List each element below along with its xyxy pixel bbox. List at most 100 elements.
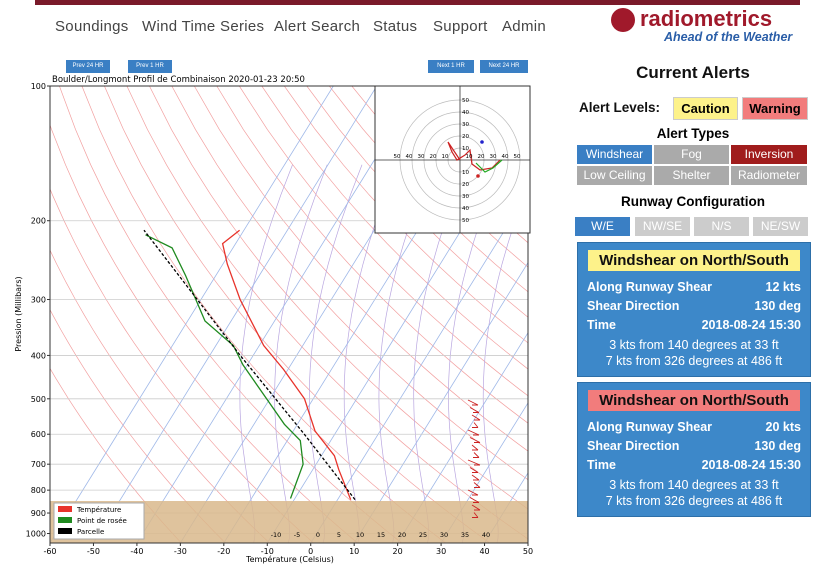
wind-barb <box>473 482 481 488</box>
hodograph-label: 20 <box>430 154 437 160</box>
detail-line: 3 kts from 140 degrees at 33 ft <box>609 478 779 492</box>
prev-24-button[interactable]: Prev 24 HR <box>66 60 110 73</box>
wind-barb <box>467 429 480 436</box>
nav-link[interactable]: Admin <box>502 18 547 35</box>
row-label: Along Runway Shear <box>587 420 713 434</box>
card-title: Windshear on North/South <box>588 390 800 411</box>
type-button[interactable]: Inversion <box>731 145 807 164</box>
alert-card[interactable]: Windshear on North/South Along Runway Sh… <box>577 242 811 377</box>
y-tick-label: 400 <box>31 351 46 360</box>
hodograph-label: 20 <box>462 134 469 140</box>
runway-button[interactable]: W/E <box>575 217 630 236</box>
nav-link[interactable]: Alert Search <box>274 18 361 35</box>
dry-adiabat <box>239 86 528 397</box>
type-button[interactable]: Fog <box>654 145 729 164</box>
hodograph-label: 50 <box>462 218 469 224</box>
y-tick-label: 500 <box>31 395 46 404</box>
y-tick-label: 1000 <box>26 530 46 539</box>
skewt-chart: Boulder/Longmont Profil de Combinaison 2… <box>14 75 533 564</box>
type-button[interactable]: Low Ceiling <box>577 166 652 185</box>
row-label: Shear Direction <box>587 439 680 453</box>
chart-title: Boulder/Longmont Profil de Combinaison 2… <box>52 75 305 85</box>
mixing-label: 0 <box>316 531 320 539</box>
dry-adiabat <box>284 86 528 344</box>
nav-link[interactable]: Support <box>433 18 488 35</box>
hodograph-label: 40 <box>502 154 509 160</box>
logo-tagline: Ahead of the Weather <box>664 30 793 44</box>
alert-card[interactable]: Windshear on North/South Along Runway Sh… <box>577 382 811 517</box>
hodograph-label: 30 <box>490 154 497 160</box>
runway-button[interactable]: NW/SE <box>635 217 690 236</box>
legend-swatch <box>58 506 72 512</box>
x-tick-label: -30 <box>174 547 187 556</box>
isotherm <box>397 331 528 543</box>
dry-adiabat <box>50 367 182 543</box>
runway-button[interactable]: N/S <box>694 217 749 236</box>
mixing-label: 10 <box>356 531 364 539</box>
x-tick-label: -10 <box>261 547 274 556</box>
mixing-label: 5 <box>337 531 341 539</box>
card-title: Windshear on North/South <box>588 250 800 271</box>
dry-adiabat <box>50 249 270 543</box>
legend-swatch <box>58 517 72 523</box>
type-button[interactable]: Radiometer <box>731 166 807 185</box>
nav-link[interactable]: Soundings <box>55 18 129 35</box>
hodograph-label: 30 <box>462 194 469 200</box>
prev-1-button[interactable]: Prev 1 HR <box>128 60 172 73</box>
wind-barb <box>473 452 480 458</box>
x-tick-label: -40 <box>130 547 143 556</box>
hodograph-label: 10 <box>466 154 473 160</box>
legend-swatch <box>58 528 72 534</box>
hodograph-label: 50 <box>514 154 521 160</box>
mixing-label: 35 <box>461 531 469 539</box>
row-value: 2018-08-24 15:30 <box>701 458 801 472</box>
wind-barb <box>471 474 480 481</box>
y-tick-label: 200 <box>31 217 46 226</box>
y-tick-label: 600 <box>31 430 46 439</box>
top-bar <box>35 0 800 5</box>
mixing-label: -10 <box>271 531 282 539</box>
dry-adiabat <box>50 187 314 543</box>
mixing-label: 40 <box>482 531 490 539</box>
row-value: 12 kts <box>765 280 801 294</box>
type-button[interactable]: Windshear <box>577 145 652 164</box>
nav-link[interactable]: Status <box>373 18 418 35</box>
hodograph-label: 40 <box>406 154 413 160</box>
dry-adiabat <box>193 86 528 452</box>
alert-types-title: Alert Types <box>656 126 730 141</box>
next-24-button[interactable]: Next 24 HR <box>480 60 528 73</box>
wind-barb <box>469 497 480 503</box>
wind-barb <box>471 504 481 511</box>
runway-button[interactable]: NE/SW <box>753 217 808 236</box>
runway-title: Runway Configuration <box>621 194 765 209</box>
x-tick-label: 30 <box>436 547 446 556</box>
wind-barb <box>467 399 479 406</box>
legend-label: Parcelle <box>77 528 104 536</box>
hodograph-label: 20 <box>462 182 469 188</box>
hodograph-label: 10 <box>442 154 449 160</box>
row-label: Along Runway Shear <box>587 280 713 294</box>
y-tick-label: 300 <box>31 296 46 305</box>
detail-line: 7 kts from 326 degrees at 486 ft <box>605 354 783 368</box>
wind-barb <box>472 422 479 428</box>
nav-link[interactable]: Wind Time Series <box>142 18 265 35</box>
x-tick-label: 20 <box>393 547 403 556</box>
hodograph-point <box>476 174 480 178</box>
x-tick-label: -50 <box>87 547 100 556</box>
next-1-button[interactable]: Next 1 HR <box>428 60 474 73</box>
x-tick-label: 0 <box>308 547 313 556</box>
hodograph-label: 30 <box>418 154 425 160</box>
y-tick-label: 800 <box>31 486 46 495</box>
hodograph-label: 50 <box>462 98 469 104</box>
wind-barb <box>471 444 479 451</box>
legend-label: Température <box>76 506 121 514</box>
alert-levels-label: Alert Levels: <box>579 100 661 115</box>
wind-barb <box>467 459 481 466</box>
type-button[interactable]: Shelter <box>654 166 729 185</box>
moist-adiabat <box>309 164 363 543</box>
profile-line <box>221 229 352 500</box>
wind-barb <box>469 437 481 443</box>
row-label: Time <box>587 458 616 472</box>
hodograph-label: 10 <box>462 146 469 152</box>
